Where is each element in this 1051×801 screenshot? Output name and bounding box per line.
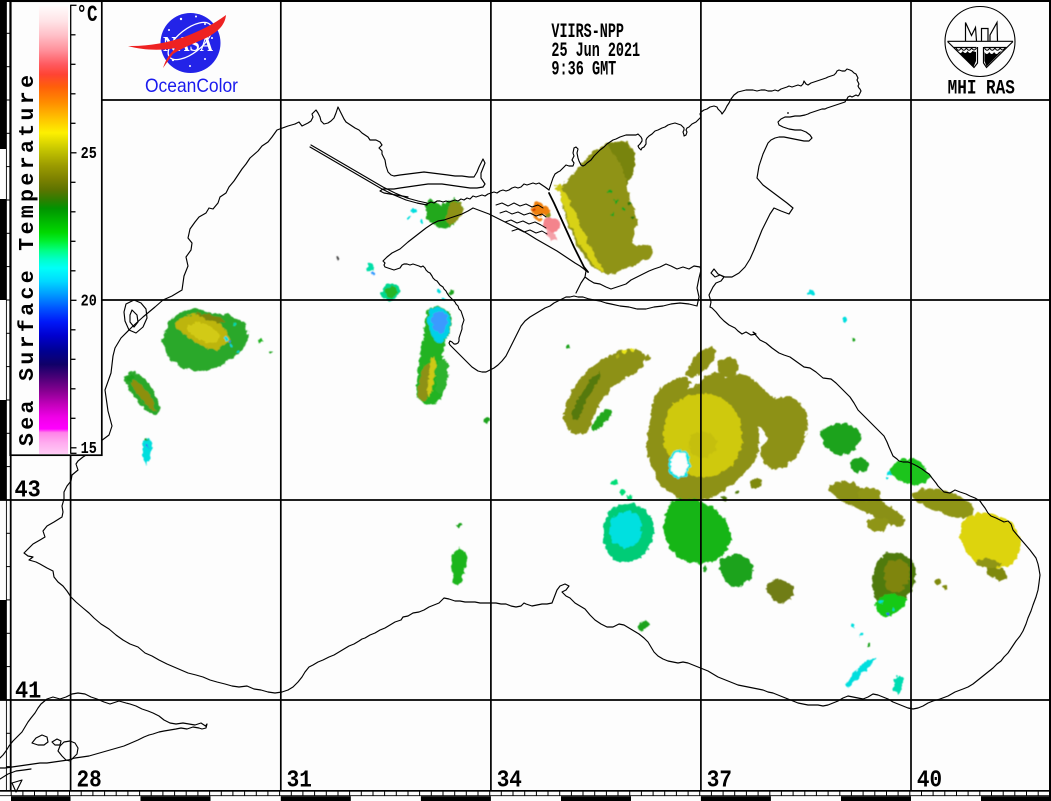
svg-text:43: 43	[15, 478, 41, 505]
svg-text:31: 31	[287, 767, 312, 794]
svg-text:28: 28	[77, 767, 102, 794]
svg-text:20: 20	[81, 292, 97, 311]
svg-text:9:36 GMT: 9:36 GMT	[551, 59, 616, 82]
svg-text:15: 15	[81, 439, 97, 458]
svg-text:34: 34	[497, 767, 522, 794]
svg-text:MHI RAS: MHI RAS	[948, 78, 1015, 101]
svg-text:25: 25	[81, 144, 97, 163]
svg-text:25 Jun 2021: 25 Jun 2021	[551, 40, 640, 63]
svg-text:Sea Surface Temperature: Sea Surface Temperature	[16, 75, 40, 446]
svg-text:37: 37	[707, 767, 732, 794]
svg-text:OceanColor: OceanColor	[145, 75, 238, 97]
svg-text:°C: °C	[77, 2, 98, 28]
svg-text:40: 40	[917, 767, 942, 794]
svg-text:VIIRS-NPP: VIIRS-NPP	[551, 21, 624, 44]
svg-text:41: 41	[15, 679, 41, 706]
